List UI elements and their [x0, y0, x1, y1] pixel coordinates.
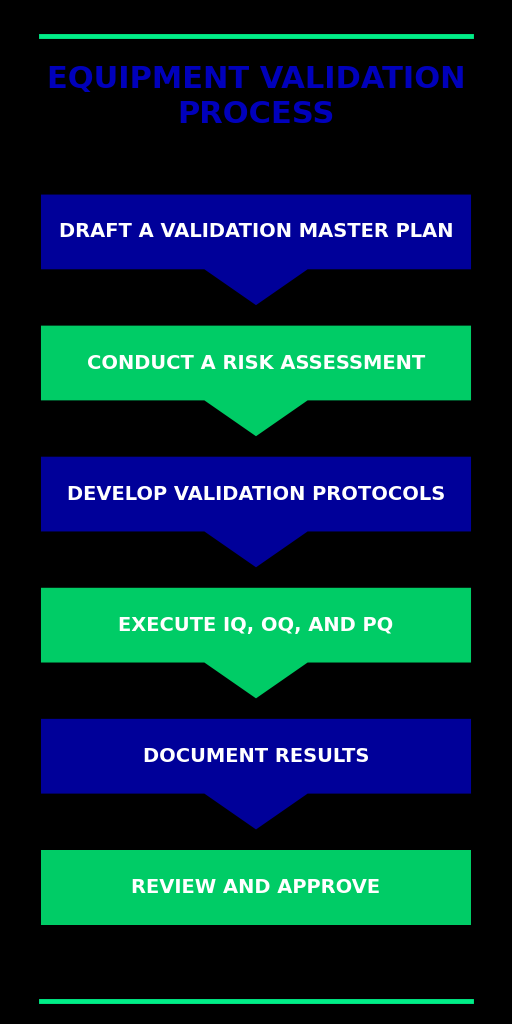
Text: CONDUCT A RISK ASSESSMENT: CONDUCT A RISK ASSESSMENT [87, 353, 425, 373]
Polygon shape [41, 195, 471, 305]
Polygon shape [41, 588, 471, 698]
Text: EXECUTE IQ, OQ, AND PQ: EXECUTE IQ, OQ, AND PQ [118, 615, 394, 635]
Text: DRAFT A VALIDATION MASTER PLAN: DRAFT A VALIDATION MASTER PLAN [59, 222, 453, 242]
Text: REVIEW AND APPROVE: REVIEW AND APPROVE [132, 878, 380, 897]
Text: EQUIPMENT VALIDATION
PROCESS: EQUIPMENT VALIDATION PROCESS [47, 66, 465, 129]
Polygon shape [41, 326, 471, 436]
Text: DEVELOP VALIDATION PROTOCOLS: DEVELOP VALIDATION PROTOCOLS [67, 484, 445, 504]
Text: DOCUMENT RESULTS: DOCUMENT RESULTS [143, 746, 369, 766]
Bar [41, 850, 471, 925]
Polygon shape [41, 719, 471, 829]
Polygon shape [41, 457, 471, 567]
